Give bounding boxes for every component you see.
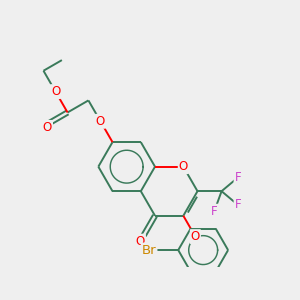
Text: O: O bbox=[136, 235, 145, 248]
Text: O: O bbox=[191, 230, 200, 243]
Text: F: F bbox=[235, 198, 241, 212]
Text: O: O bbox=[96, 115, 105, 128]
Text: O: O bbox=[43, 121, 52, 134]
Text: F: F bbox=[235, 171, 241, 184]
Text: Br: Br bbox=[142, 244, 156, 256]
Text: F: F bbox=[211, 205, 217, 218]
Text: O: O bbox=[51, 85, 60, 98]
Text: O: O bbox=[179, 160, 188, 173]
